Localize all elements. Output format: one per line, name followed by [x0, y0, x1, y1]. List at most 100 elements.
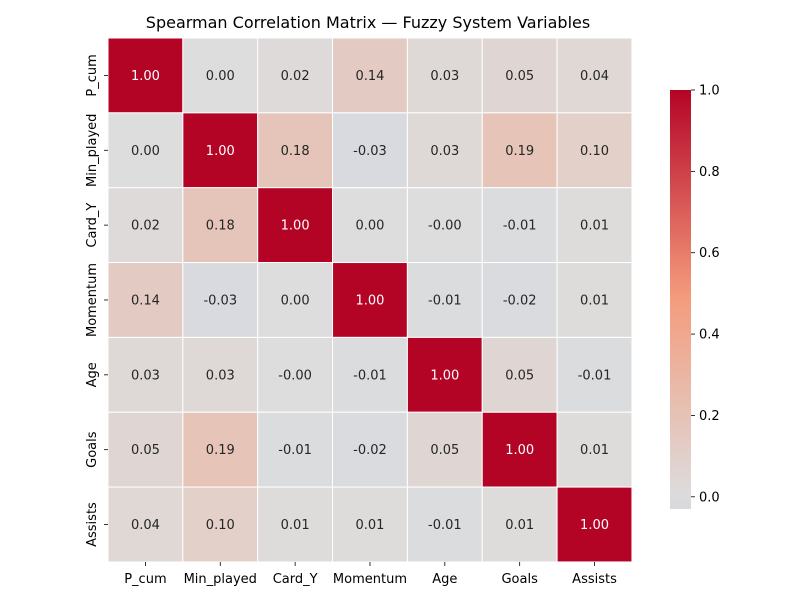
heatmap-cell — [481, 262, 558, 338]
heatmap-cell — [481, 112, 558, 189]
cell-value-label: 0.05 — [505, 368, 534, 383]
heatmap-cell — [257, 336, 334, 413]
cell-value-label: 0.01 — [281, 518, 310, 533]
cell-value-label: 1.00 — [131, 69, 160, 84]
heatmap-cell — [332, 486, 408, 563]
y-tick-label: P_cum — [85, 54, 100, 96]
heatmap-cell — [556, 411, 633, 488]
heatmap-cell — [481, 187, 558, 264]
heatmap-cell — [257, 187, 334, 264]
cell-value-label: 0.02 — [281, 69, 310, 84]
cell-value-label: -0.02 — [353, 443, 387, 458]
cell-value-label: 0.14 — [355, 69, 384, 84]
cell-value-label: 0.10 — [580, 144, 609, 159]
heatmap-cell — [556, 187, 633, 264]
heatmap-cell — [257, 37, 334, 114]
cell-value-label: -0.01 — [428, 518, 462, 533]
x-tick-label: Min_played — [184, 572, 257, 587]
cell-value-label: 0.03 — [430, 144, 459, 159]
heatmap-cell — [332, 262, 408, 338]
cell-value-label: 1.00 — [281, 219, 310, 234]
cell-value-label: 0.05 — [505, 69, 534, 84]
cell-value-label: 0.02 — [131, 219, 160, 234]
heatmap-cell — [107, 336, 184, 413]
heatmap-cell — [406, 112, 483, 189]
colorbar: 0.0 0.2 0.4 0.6 0.8 1.0 — [670, 84, 720, 509]
cell-value-label: 0.14 — [131, 293, 160, 308]
cell-value-label: -0.01 — [278, 443, 312, 458]
y-axis-tick-labels: P_cum Min_played Card_Y Momentum Age Goals Ass… — [85, 54, 108, 547]
heatmap-cell — [257, 486, 334, 563]
heatmap-cell — [182, 411, 259, 488]
cell-value-label: -0.03 — [203, 293, 237, 308]
heatmap-cell — [332, 37, 408, 114]
heatmap-cell — [257, 112, 334, 189]
cell-value-label: 0.01 — [580, 443, 609, 458]
cell-value-label: 0.18 — [206, 219, 235, 234]
cell-value-label: 0.01 — [580, 293, 609, 308]
cell-value-label: -0.01 — [428, 293, 462, 308]
colorbar-tick-label: 0.4 — [699, 328, 720, 343]
cell-value-label: 0.03 — [131, 368, 160, 383]
heatmap-cell — [556, 336, 633, 413]
cell-value-label: 1.00 — [430, 368, 459, 383]
y-tick-label: Momentum — [85, 263, 100, 337]
cell-value-label: 0.01 — [505, 518, 534, 533]
x-tick-label: Card_Y — [273, 572, 318, 587]
heatmap-cell — [182, 187, 259, 264]
x-tick-label: P_cum — [124, 572, 166, 587]
cell-value-label: 0.05 — [430, 443, 459, 458]
cell-value-label: -0.00 — [428, 219, 462, 234]
heatmap-cell — [332, 411, 408, 488]
cell-value-label: 1.00 — [355, 293, 384, 308]
cell-value-label: 0.00 — [206, 69, 235, 84]
cell-value-label: -0.01 — [503, 219, 537, 234]
x-tick-label: Assists — [572, 572, 617, 587]
y-tick-label: Goals — [85, 431, 100, 468]
heatmap-cell — [332, 187, 408, 264]
cell-value-label: 0.03 — [206, 368, 235, 383]
heatmap-cell — [481, 486, 558, 563]
heatmap-cell — [182, 262, 259, 338]
y-tick-label: Min_played — [85, 114, 100, 187]
heatmap-cell — [556, 112, 633, 189]
cell-value-label: -0.02 — [503, 293, 537, 308]
x-tick-label: Goals — [501, 572, 538, 587]
heatmap-cell — [481, 37, 558, 114]
cell-value-label: -0.01 — [353, 368, 387, 383]
y-tick-label: Assists — [85, 502, 100, 547]
cell-value-label: 1.00 — [580, 518, 609, 533]
colorbar-tick-label: 0.0 — [699, 490, 720, 505]
colorbar-tick-label: 0.8 — [699, 165, 720, 180]
heatmap-cell — [556, 262, 633, 338]
heatmap-cell — [406, 411, 483, 488]
cell-value-label: 1.00 — [505, 443, 534, 458]
cell-value-label: -0.03 — [353, 144, 387, 159]
cell-value-label: 0.05 — [131, 443, 160, 458]
heatmap-cell — [406, 37, 483, 114]
x-tick-label: Age — [432, 572, 457, 587]
cell-value-label: 0.19 — [206, 443, 235, 458]
y-tick-label: Card_Y — [85, 203, 100, 248]
colorbar-gradient — [670, 90, 691, 509]
cell-value-label: 0.04 — [580, 69, 609, 84]
cell-value-label: -0.01 — [578, 368, 612, 383]
heatmap-cell — [107, 486, 184, 563]
heatmap-cell — [107, 37, 184, 114]
heatmap-cells: 1.00 0.00 0.02 0.14 0.03 0.05 0.04 0.00 1.00 0.18… — [107, 37, 633, 563]
cell-value-label: 0.00 — [281, 293, 310, 308]
cell-value-label: 0.10 — [206, 518, 235, 533]
heatmap-cell — [107, 262, 184, 338]
colorbar-tick-label: 0.2 — [699, 409, 720, 424]
heatmap-cell — [257, 411, 334, 488]
cell-value-label: 0.01 — [355, 518, 384, 533]
cell-value-label: -0.00 — [278, 368, 312, 383]
cell-value-label: 1.00 — [206, 144, 235, 159]
colorbar-tick-label: 0.6 — [699, 246, 720, 261]
cell-value-label: 0.00 — [355, 219, 384, 234]
heatmap-cell — [556, 486, 633, 563]
x-tick-label: Momentum — [333, 572, 407, 587]
colorbar-tick-label: 1.0 — [699, 84, 720, 99]
chart-title: Spearman Correlation Matrix — Fuzzy Syst… — [146, 13, 590, 32]
